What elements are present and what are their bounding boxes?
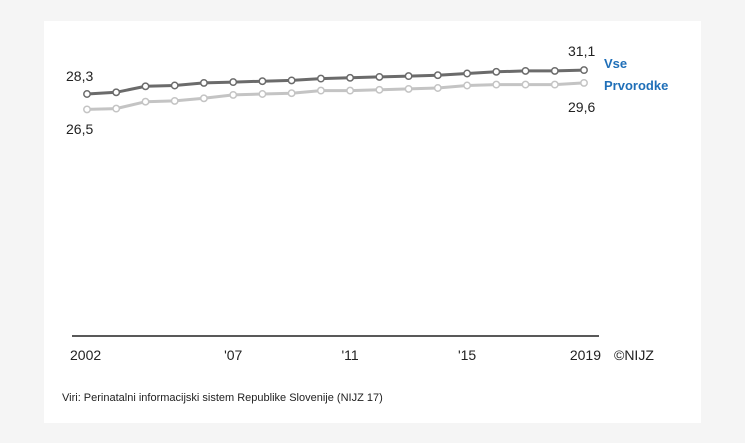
source-note: Viri: Perinatalni informacijski sistem R… <box>62 392 383 404</box>
data-point-prvorodke-2003 <box>112 104 121 113</box>
data-point-vse-2013 <box>404 72 413 81</box>
data-point-vse-2005 <box>170 81 179 90</box>
series-layer <box>83 66 588 114</box>
data-point-prvorodke-2007 <box>229 90 238 99</box>
data-point-vse-2012 <box>375 72 384 81</box>
data-point-prvorodke-2002 <box>83 105 91 114</box>
data-point-vse-2006 <box>199 78 208 87</box>
x-tick-label: '11 <box>341 347 358 363</box>
data-point-vse-2019 <box>580 66 588 75</box>
x-tick-label: '15 <box>458 347 476 363</box>
prvorodke-end-label: 29,6 <box>568 99 595 115</box>
data-point-prvorodke-2015 <box>463 81 472 90</box>
series-line-prvorodke <box>86 81 585 111</box>
data-point-prvorodke-2019 <box>580 78 588 87</box>
data-point-vse-2007 <box>229 78 238 87</box>
x-tick-label: 2002 <box>70 347 101 363</box>
legend-prvorodke: Prvorodke <box>604 78 668 93</box>
prvorodke-start-label: 26,5 <box>66 121 93 137</box>
data-point-vse-2018 <box>550 66 559 75</box>
data-point-vse-2010 <box>316 74 325 83</box>
data-point-prvorodke-2010 <box>316 86 325 95</box>
data-point-prvorodke-2014 <box>433 84 442 92</box>
data-point-prvorodke-2008 <box>258 90 267 98</box>
data-point-prvorodke-2018 <box>550 80 559 89</box>
data-point-prvorodke-2004 <box>141 97 150 106</box>
data-point-vse-2015 <box>463 69 472 78</box>
data-point-prvorodke-2006 <box>199 94 208 103</box>
chart-card <box>44 21 701 423</box>
series-line-vse <box>86 68 585 96</box>
data-point-vse-2004 <box>141 82 150 91</box>
data-point-prvorodke-2011 <box>346 86 355 95</box>
data-point-vse-2003 <box>112 88 121 97</box>
x-tick-label: 2019 <box>570 347 601 363</box>
data-point-prvorodke-2017 <box>521 80 530 89</box>
x-tick-labels: 2002 '07 '11 '15 2019 <box>70 347 601 363</box>
data-point-prvorodke-2005 <box>170 96 179 105</box>
x-tick-label: '07 <box>224 347 242 363</box>
data-point-vse-2017 <box>521 66 530 75</box>
data-point-vse-2014 <box>433 71 442 80</box>
copyright-label: ©NIJZ <box>614 347 654 363</box>
data-point-vse-2008 <box>258 77 267 86</box>
data-point-vse-2016 <box>492 67 501 76</box>
data-point-prvorodke-2009 <box>287 89 296 98</box>
data-point-prvorodke-2012 <box>375 85 384 94</box>
vse-start-label: 28,3 <box>66 68 93 84</box>
data-point-prvorodke-2016 <box>492 80 501 89</box>
legend-vse: Vse <box>604 56 627 71</box>
vse-end-label: 31,1 <box>568 43 595 59</box>
data-point-prvorodke-2013 <box>404 84 413 93</box>
data-point-vse-2011 <box>346 73 355 82</box>
data-point-vse-2002 <box>83 90 91 98</box>
data-point-vse-2009 <box>287 76 296 85</box>
